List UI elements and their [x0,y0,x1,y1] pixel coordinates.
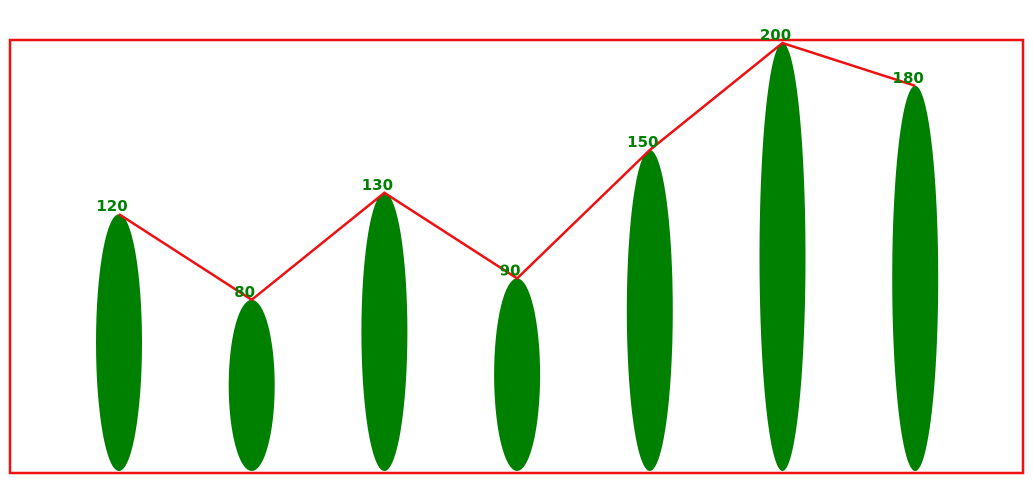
bar-6 [759,43,806,471]
bar-2 [228,299,275,471]
value-label-4: 90 [500,261,521,279]
bar-7 [892,85,939,471]
bar-5 [626,150,673,471]
value-labels-group: 120 80 130 90 150 200 180 [96,26,924,301]
value-label-7: 180 [893,69,924,87]
value-label-2: 80 [234,283,255,301]
value-label-3: 130 [362,176,393,194]
chart-frame [8,38,1025,475]
value-label-1: 120 [96,197,127,215]
bars-group [96,43,939,472]
bar-4 [494,278,541,472]
bar-1 [96,214,142,471]
value-label-6: 200 [760,26,791,44]
trend-line [118,41,916,302]
bar-3 [361,192,408,471]
value-label-5: 150 [627,133,658,151]
